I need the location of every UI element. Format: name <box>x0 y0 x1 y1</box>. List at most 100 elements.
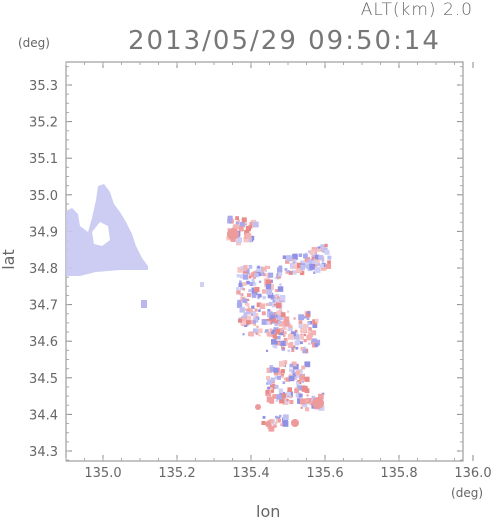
echo-pixel <box>278 272 283 277</box>
echo-pixel <box>314 263 318 267</box>
echo-pixel <box>261 319 268 325</box>
echo-pixel <box>298 314 305 321</box>
echo-pixel <box>267 386 270 390</box>
echo-pixel <box>311 338 317 345</box>
timestamp-title: 2013/05/29 09:50:14 <box>128 26 441 56</box>
echo-pixel <box>253 313 259 318</box>
echo-pixel <box>243 268 250 275</box>
echo-pixel <box>288 270 293 275</box>
echo-pixel <box>292 270 297 275</box>
x-tick-label: 136.0 <box>454 466 491 481</box>
echo-pixel <box>262 267 267 272</box>
echo-pixel <box>235 221 240 225</box>
echo-pixel <box>254 273 259 278</box>
echo-pixel <box>296 262 303 269</box>
echo-pixel <box>283 320 290 327</box>
echo-pixel <box>268 425 275 432</box>
echo-pixel <box>294 388 299 394</box>
echo-pixel <box>301 385 308 392</box>
echo-pixel <box>287 387 292 392</box>
echo-pixel <box>283 360 288 365</box>
blue-echo-speck <box>200 282 204 287</box>
echo-pixel <box>273 367 279 373</box>
echo-pixel <box>237 220 240 223</box>
echo-pixel <box>302 323 308 329</box>
echo-pixel <box>298 324 303 329</box>
echo-pixel <box>300 260 305 265</box>
echo-pixel <box>238 226 244 232</box>
echo-pixel <box>276 394 282 400</box>
echo-pixel <box>318 405 325 411</box>
echo-pixel <box>246 236 252 243</box>
echo-pixel <box>262 295 266 300</box>
echo-pixel <box>304 361 311 368</box>
echo-pixel <box>274 298 280 304</box>
echo-pixel <box>301 365 306 370</box>
echo-pixel <box>251 272 256 277</box>
echo-pixel <box>245 223 248 226</box>
echo-pixel <box>293 264 297 269</box>
echo-pixel <box>269 328 273 332</box>
echo-pixel <box>314 343 319 347</box>
echo-pixel <box>269 365 274 369</box>
echo-pixel <box>235 216 239 220</box>
echo-pixel <box>275 329 281 335</box>
echo-pixel <box>249 221 253 225</box>
echo-pixel <box>252 320 256 324</box>
y-tick-label: 34.3 <box>29 445 58 460</box>
echo-pixel <box>282 325 287 330</box>
echo-pixel <box>272 345 275 348</box>
echo-pixel <box>227 218 232 224</box>
echo-pixel <box>307 311 311 315</box>
echo-pixel <box>311 247 318 253</box>
echo-pixel <box>257 328 263 334</box>
echo-pixel <box>291 258 295 262</box>
echo-pixel <box>245 319 251 325</box>
echo-pixel <box>267 309 271 312</box>
echo-pixel <box>326 263 332 269</box>
echo-pixel <box>274 375 279 380</box>
echo-pixel <box>300 379 303 383</box>
echo-pixel <box>246 280 250 285</box>
echo-pixel <box>253 323 257 326</box>
echo-pixel <box>292 345 296 349</box>
echo-pixel <box>283 331 287 335</box>
echo-pixel <box>271 339 277 345</box>
echo-pixel <box>265 270 267 273</box>
echo-pixel <box>276 314 280 318</box>
echo-pixel <box>243 236 249 243</box>
echo-pixel <box>299 270 305 276</box>
echo-pixel <box>313 271 316 274</box>
echo-pixel <box>230 238 235 242</box>
echo-pixel <box>277 267 283 273</box>
echo-pixel <box>295 392 301 398</box>
echo-pixel <box>261 420 266 425</box>
echo-pixel <box>245 226 251 232</box>
echo-pixel <box>292 253 298 259</box>
echo-pixel <box>264 283 268 288</box>
echo-pixel <box>299 335 304 340</box>
echo-pixel <box>256 266 262 272</box>
echo-pixel <box>311 257 314 260</box>
echo-pixel <box>274 322 278 327</box>
echo-pixel <box>244 229 250 236</box>
echo-pixel <box>268 317 272 320</box>
y-tick-label: 34.4 <box>29 408 58 423</box>
echo-pixel <box>239 222 245 228</box>
echo-pixel <box>238 283 243 287</box>
echo-pixel <box>308 250 311 253</box>
x-tick-label: 135.6 <box>306 466 343 481</box>
echo-pixel <box>279 294 286 301</box>
echo-pixel <box>237 267 244 273</box>
x-tick-label: 135.0 <box>84 466 121 481</box>
echo-pixel <box>324 249 330 255</box>
echo-pixel <box>259 303 266 309</box>
echo-pixel <box>321 260 324 263</box>
echo-pixel <box>306 264 312 270</box>
altitude-label: ALT(km) 2.0 <box>360 0 473 20</box>
echo-pixel <box>243 312 247 316</box>
x-axis-unit: (deg) <box>451 486 483 500</box>
echo-pixel <box>247 306 250 309</box>
y-tick-label: 34.9 <box>29 225 58 240</box>
echo-pixel <box>236 224 241 229</box>
